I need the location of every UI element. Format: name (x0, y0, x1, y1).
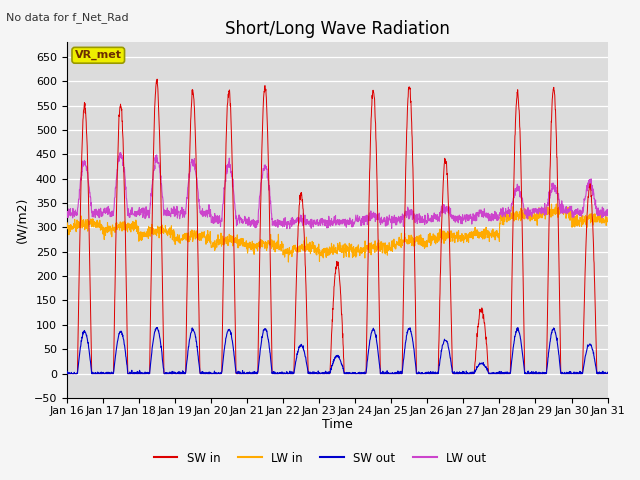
Text: No data for f_Net_Rad: No data for f_Net_Rad (6, 12, 129, 23)
Text: VR_met: VR_met (75, 50, 122, 60)
Legend: SW in, LW in, SW out, LW out: SW in, LW in, SW out, LW out (149, 447, 491, 469)
X-axis label: Time: Time (322, 419, 353, 432)
Title: Short/Long Wave Radiation: Short/Long Wave Radiation (225, 20, 449, 38)
Y-axis label: (W/m2): (W/m2) (15, 197, 28, 243)
